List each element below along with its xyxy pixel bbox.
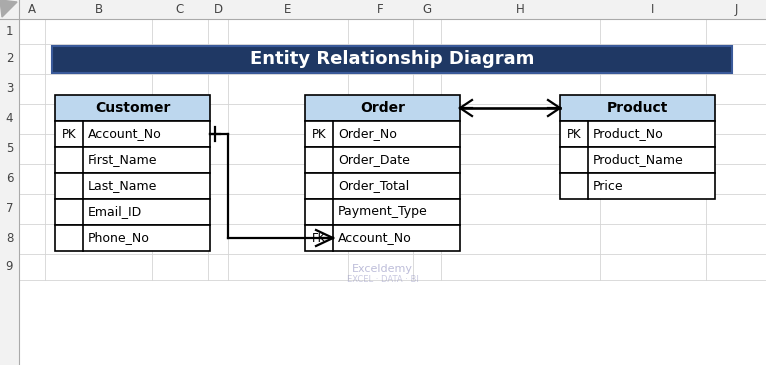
Text: EXCEL · DATA · BI: EXCEL · DATA · BI [346, 276, 418, 284]
Text: FK: FK [312, 231, 326, 245]
Text: Last_Name: Last_Name [88, 180, 157, 192]
Text: Product_Name: Product_Name [593, 154, 684, 166]
Text: 5: 5 [6, 142, 13, 155]
Bar [560, 147, 715, 173]
Text: C: C [176, 3, 184, 16]
Bar [305, 225, 460, 251]
Text: PK: PK [312, 127, 326, 141]
Bar [0, 0, 766, 19]
Text: PK: PK [567, 127, 581, 141]
Text: First_Name: First_Name [88, 154, 158, 166]
Bar [52, 46, 732, 73]
Text: 3: 3 [6, 82, 13, 96]
Text: Payment_Type: Payment_Type [338, 205, 427, 219]
Text: A: A [28, 3, 36, 16]
Text: 4: 4 [6, 112, 13, 126]
Text: G: G [422, 3, 431, 16]
Text: 6: 6 [6, 173, 13, 185]
Text: Account_No: Account_No [88, 127, 162, 141]
Text: D: D [214, 3, 223, 16]
Text: B: B [94, 3, 103, 16]
Text: H: H [516, 3, 525, 16]
Text: Account_No: Account_No [338, 231, 412, 245]
Text: Product_No: Product_No [593, 127, 664, 141]
Bar [0, 0, 19, 365]
Bar [305, 95, 460, 121]
Bar [55, 147, 210, 173]
Text: 7: 7 [6, 203, 13, 215]
Text: Entity Relationship Diagram: Entity Relationship Diagram [250, 50, 534, 69]
Bar [55, 173, 210, 199]
Text: Order: Order [360, 101, 405, 115]
Text: Email_ID: Email_ID [88, 205, 142, 219]
Bar [305, 147, 460, 173]
Text: J: J [735, 3, 738, 16]
Bar [305, 199, 460, 225]
Bar [55, 225, 210, 251]
Bar [560, 95, 715, 121]
Text: Price: Price [593, 180, 624, 192]
Text: Phone_No: Phone_No [88, 231, 150, 245]
Text: 8: 8 [6, 233, 13, 246]
Bar [560, 173, 715, 199]
Text: F: F [377, 3, 384, 16]
Text: I: I [651, 3, 655, 16]
Bar [305, 121, 460, 147]
Text: E: E [284, 3, 292, 16]
Bar [305, 173, 460, 199]
Text: 1: 1 [6, 25, 13, 38]
Polygon shape [0, 0, 17, 17]
Text: Order_Total: Order_Total [338, 180, 409, 192]
Text: Exceldemy: Exceldemy [352, 264, 413, 274]
Bar [55, 199, 210, 225]
Text: Customer: Customer [95, 101, 170, 115]
Text: 2: 2 [6, 53, 13, 65]
Text: 9: 9 [6, 261, 13, 273]
Text: Product: Product [607, 101, 668, 115]
Text: Order_Date: Order_Date [338, 154, 410, 166]
Bar [560, 121, 715, 147]
Text: PK: PK [62, 127, 77, 141]
Text: Order_No: Order_No [338, 127, 397, 141]
Bar [55, 121, 210, 147]
Bar [55, 95, 210, 121]
